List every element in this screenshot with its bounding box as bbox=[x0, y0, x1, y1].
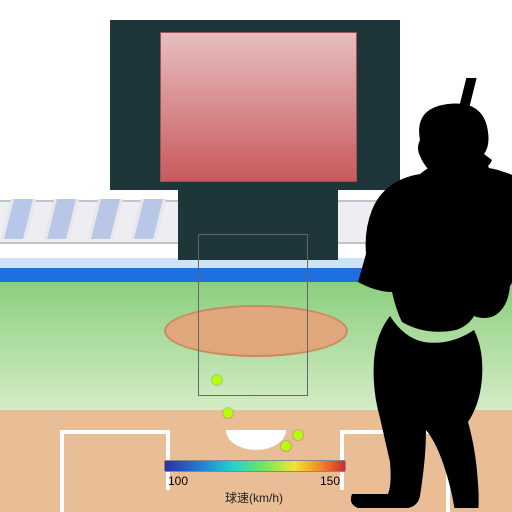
batters-box-line bbox=[60, 430, 64, 512]
speed-legend: 100 150 球速(km/h) bbox=[164, 460, 344, 506]
legend-tick-max: 150 bbox=[320, 474, 340, 488]
legend-tick-min: 100 bbox=[168, 474, 188, 488]
batters-box-line bbox=[60, 430, 170, 434]
stand-window bbox=[44, 199, 79, 239]
legend-color-bar bbox=[164, 460, 346, 472]
stand-window bbox=[1, 199, 36, 239]
batter-silhouette bbox=[270, 78, 512, 508]
legend-label: 球速(km/h) bbox=[164, 489, 344, 506]
pitch-location-chart: 100 150 球速(km/h) bbox=[0, 0, 512, 512]
pitch-dot bbox=[212, 375, 222, 385]
legend-ticks: 100 150 bbox=[164, 474, 344, 488]
stand-window bbox=[131, 199, 166, 239]
pitch-dot bbox=[223, 408, 233, 418]
stand-window bbox=[88, 199, 123, 239]
